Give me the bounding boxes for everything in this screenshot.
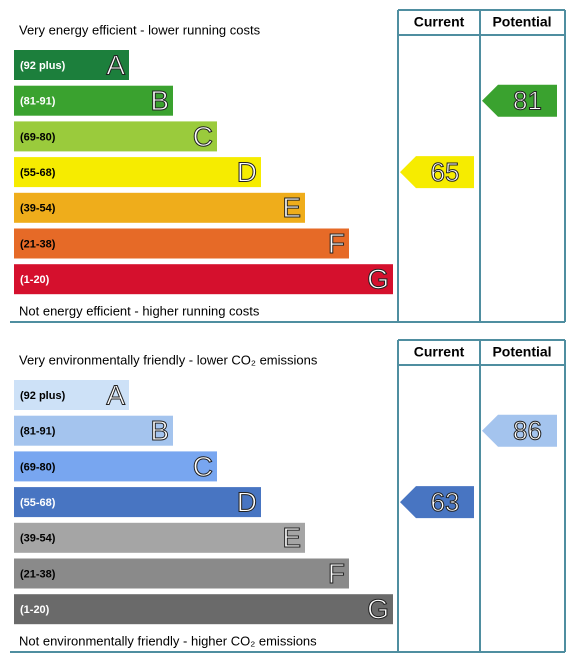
- band-range: (55-68): [20, 167, 56, 179]
- band-letter: B: [150, 415, 169, 446]
- bottom-label: Not environmentally friendly - higher CO…: [19, 633, 317, 648]
- band-range: (1-20): [20, 274, 50, 286]
- rating-arrow: [482, 414, 557, 447]
- band-letter: F: [328, 558, 345, 589]
- column-header: Current: [414, 344, 465, 360]
- band-range: (92 plus): [20, 390, 66, 402]
- band: [14, 415, 173, 446]
- band-letter: D: [237, 486, 257, 517]
- rating-value: 86: [513, 416, 542, 446]
- band-letter: G: [367, 264, 389, 295]
- band-range: (21-38): [20, 238, 56, 250]
- column-header: Potential: [492, 344, 551, 360]
- band-letter: D: [237, 156, 257, 187]
- band: [14, 522, 305, 553]
- top-label: Very energy efficient - lower running co…: [19, 22, 261, 37]
- band: [14, 157, 261, 188]
- column-header: Potential: [492, 14, 551, 30]
- band-letter: B: [150, 85, 169, 116]
- band-range: (69-80): [20, 131, 56, 143]
- band-letter: G: [367, 594, 389, 625]
- rating-value: 81: [513, 86, 542, 116]
- rating-arrow: [482, 84, 557, 117]
- band: [14, 594, 393, 625]
- bottom-label: Not energy efficient - higher running co…: [19, 303, 260, 318]
- band-letter: C: [193, 451, 213, 482]
- band-range: (1-20): [20, 604, 50, 616]
- band: [14, 228, 349, 259]
- band: [14, 558, 349, 589]
- band: [14, 264, 393, 295]
- band-range: (81-91): [20, 426, 56, 438]
- band-range: (81-91): [20, 96, 56, 108]
- band-letter: E: [282, 192, 301, 223]
- rating-value: 65: [431, 157, 460, 187]
- band: [14, 121, 217, 152]
- band-letter: C: [193, 121, 213, 152]
- band-range: (69-80): [20, 461, 56, 473]
- band-letter: F: [328, 228, 345, 259]
- band-range: (55-68): [20, 497, 56, 509]
- top-label: Very environmentally friendly - lower CO…: [19, 352, 318, 367]
- band-letter: A: [106, 49, 125, 80]
- band: [14, 487, 261, 518]
- column-header: Current: [414, 14, 465, 30]
- band: [14, 380, 129, 410]
- band-range: (21-38): [20, 568, 56, 580]
- band-letter: E: [282, 522, 301, 553]
- rating-value: 63: [431, 487, 460, 517]
- band: [14, 451, 217, 482]
- band-range: (39-54): [20, 203, 56, 215]
- band: [14, 50, 129, 80]
- band: [14, 85, 173, 116]
- band: [14, 192, 305, 223]
- band-range: (92 plus): [20, 60, 66, 72]
- band-letter: A: [106, 379, 125, 410]
- rating-arrow: [400, 486, 474, 519]
- rating-arrow: [400, 156, 474, 189]
- band-range: (39-54): [20, 533, 56, 545]
